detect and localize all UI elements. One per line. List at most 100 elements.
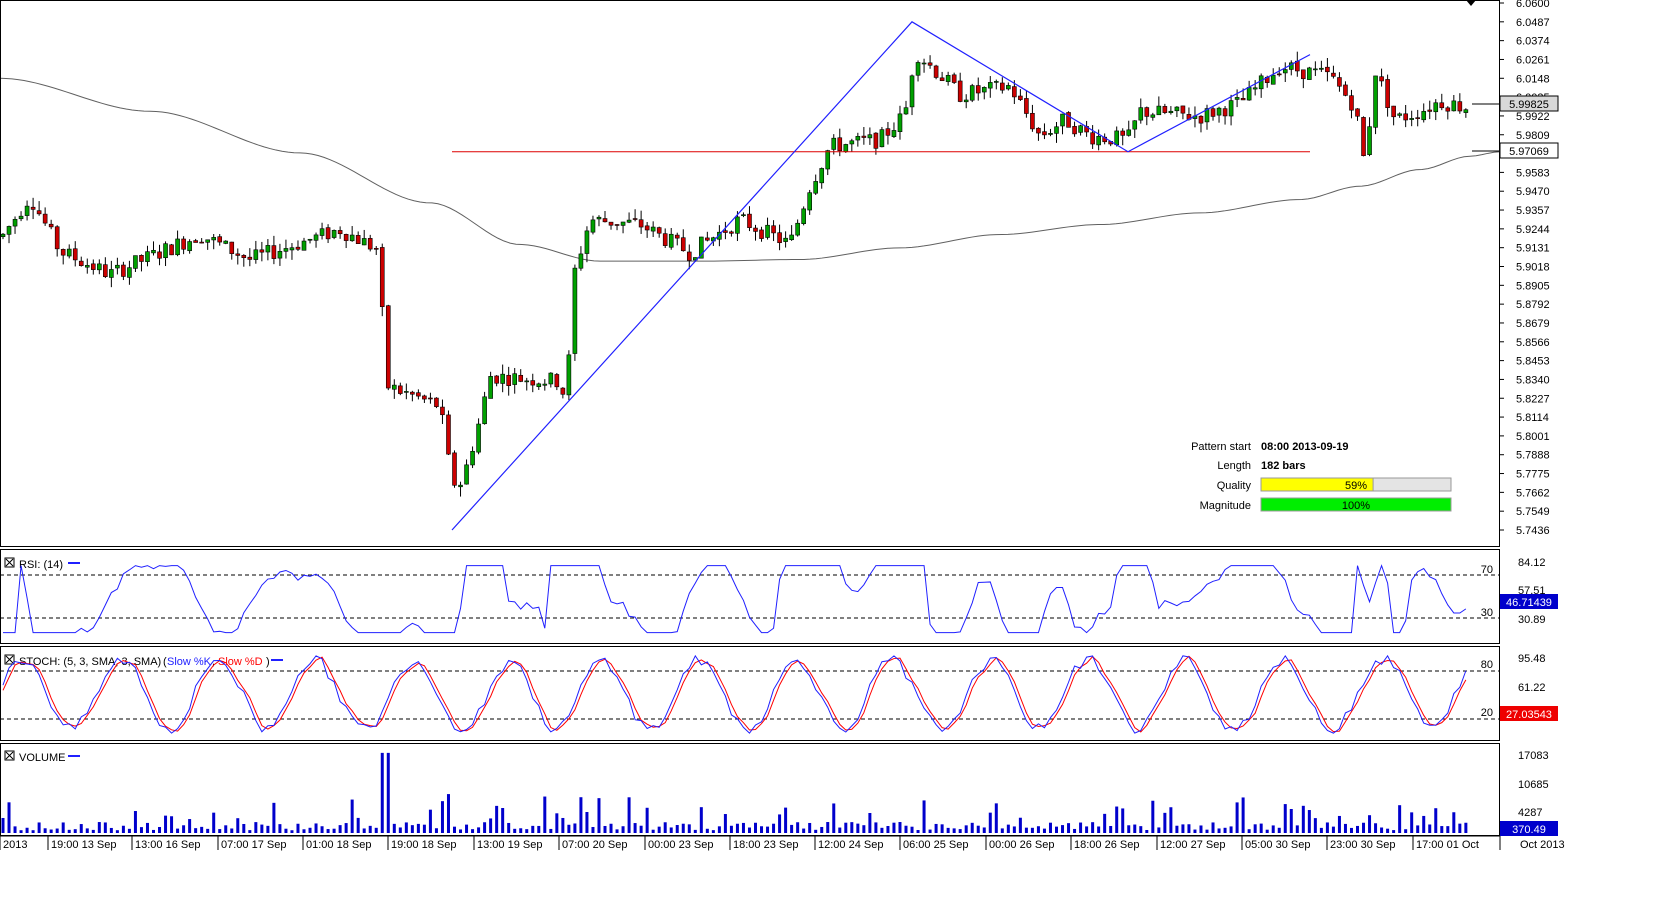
candle [530, 373, 536, 393]
volume-bar [1362, 822, 1366, 833]
price-tick-label: 6.0261 [1516, 54, 1550, 66]
price-axis: 6.06006.04876.03746.02616.01486.00355.99… [1500, 0, 1550, 537]
volume-bar [687, 824, 691, 833]
candle [975, 77, 981, 101]
volume-bar [1127, 825, 1131, 833]
volume-bar [1452, 812, 1456, 833]
volume-bar [910, 826, 914, 833]
candle [404, 383, 409, 400]
candle [1433, 99, 1439, 121]
rsi-tick-84: 84.12 [1518, 557, 1546, 569]
candle [115, 257, 120, 275]
stoch-k-line [2, 654, 1467, 734]
volume-bar [446, 794, 450, 833]
volume-bar [1229, 826, 1233, 833]
candle [891, 122, 897, 139]
candle [6, 225, 12, 244]
volume-bar [663, 822, 667, 833]
price-tick-label: 5.7775 [1516, 469, 1550, 481]
candle [91, 259, 96, 275]
time-axis-label: 01:00 18 Sep [306, 839, 371, 851]
candle [139, 254, 144, 272]
volume-bar [1277, 827, 1281, 833]
candle [103, 257, 108, 279]
scroll-marker-icon[interactable] [1466, 0, 1476, 6]
volume-bar [892, 822, 896, 833]
candle [1228, 94, 1234, 126]
length-value: 182 bars [1261, 460, 1306, 472]
volume-bar [681, 823, 685, 833]
candle [181, 236, 186, 255]
candle [1216, 106, 1222, 123]
candle [969, 83, 975, 103]
sma-value: 5.97069 [1509, 146, 1549, 158]
price-tick-label: 5.9357 [1516, 205, 1550, 217]
candle [566, 350, 572, 401]
candle [1012, 80, 1017, 105]
volume-bar [772, 823, 776, 833]
candle [446, 410, 451, 456]
candle [187, 239, 192, 254]
volume-bar [1163, 812, 1167, 833]
volume-bar [440, 801, 444, 833]
candle [1373, 75, 1378, 135]
candle [1361, 116, 1366, 157]
volume-bar [332, 828, 336, 833]
candlestick-series [0, 51, 1469, 497]
volume-bar [633, 823, 637, 833]
volume-bar [880, 827, 884, 833]
candle [169, 243, 174, 256]
candle [482, 391, 487, 425]
volume-bar [844, 822, 848, 833]
candle [650, 221, 656, 237]
candle [1042, 123, 1047, 140]
candle [199, 238, 204, 244]
candle [1343, 81, 1348, 97]
candle [987, 76, 993, 98]
volume-bar [290, 830, 294, 833]
time-axis-label: 19:00 13 Sep [51, 839, 116, 851]
candle [391, 379, 397, 399]
candle [410, 390, 415, 402]
candle [434, 397, 439, 409]
rsi-close-glyph [5, 558, 14, 567]
volume-bar [25, 827, 29, 833]
candle [590, 215, 596, 235]
volume-bar [1169, 807, 1173, 833]
volume-bar [615, 829, 619, 833]
volume-bar [302, 829, 306, 833]
candle [945, 71, 951, 86]
volume-bar [1217, 828, 1221, 833]
volume-bar [609, 823, 613, 833]
volume-bar [729, 825, 733, 833]
volume-bar [814, 829, 818, 833]
candle [1313, 61, 1318, 76]
volume-bar [1223, 827, 1227, 833]
candle [440, 399, 445, 424]
volume-bar [236, 818, 240, 833]
time-axis-label: 18:00 26 Sep [1074, 839, 1139, 851]
volume-bar [994, 803, 998, 833]
candle [1000, 77, 1005, 94]
candle [1060, 113, 1065, 135]
volume-bar [754, 822, 757, 833]
time-axis-label: 19:00 18 Sep [391, 839, 456, 851]
volume-bar [489, 818, 493, 833]
candle [1096, 129, 1101, 151]
candle [325, 224, 331, 244]
volume-bar [760, 826, 764, 833]
volume-bar [627, 797, 631, 833]
volume-bar [1374, 823, 1378, 833]
volume-title: VOLUME [19, 752, 65, 764]
candle [337, 226, 343, 239]
candle [759, 226, 764, 242]
volume-bar [1175, 825, 1179, 833]
candle [277, 243, 283, 266]
volume-bar [278, 824, 282, 833]
pattern-info-box: Pattern start 08:00 2013-09-19 Length 18… [1191, 441, 1452, 512]
time-axis-label: 05:00 30 Sep [1245, 839, 1310, 851]
volume-bar [296, 823, 300, 833]
candle [379, 243, 385, 317]
candle [428, 392, 433, 404]
volume-bar [1265, 829, 1269, 833]
